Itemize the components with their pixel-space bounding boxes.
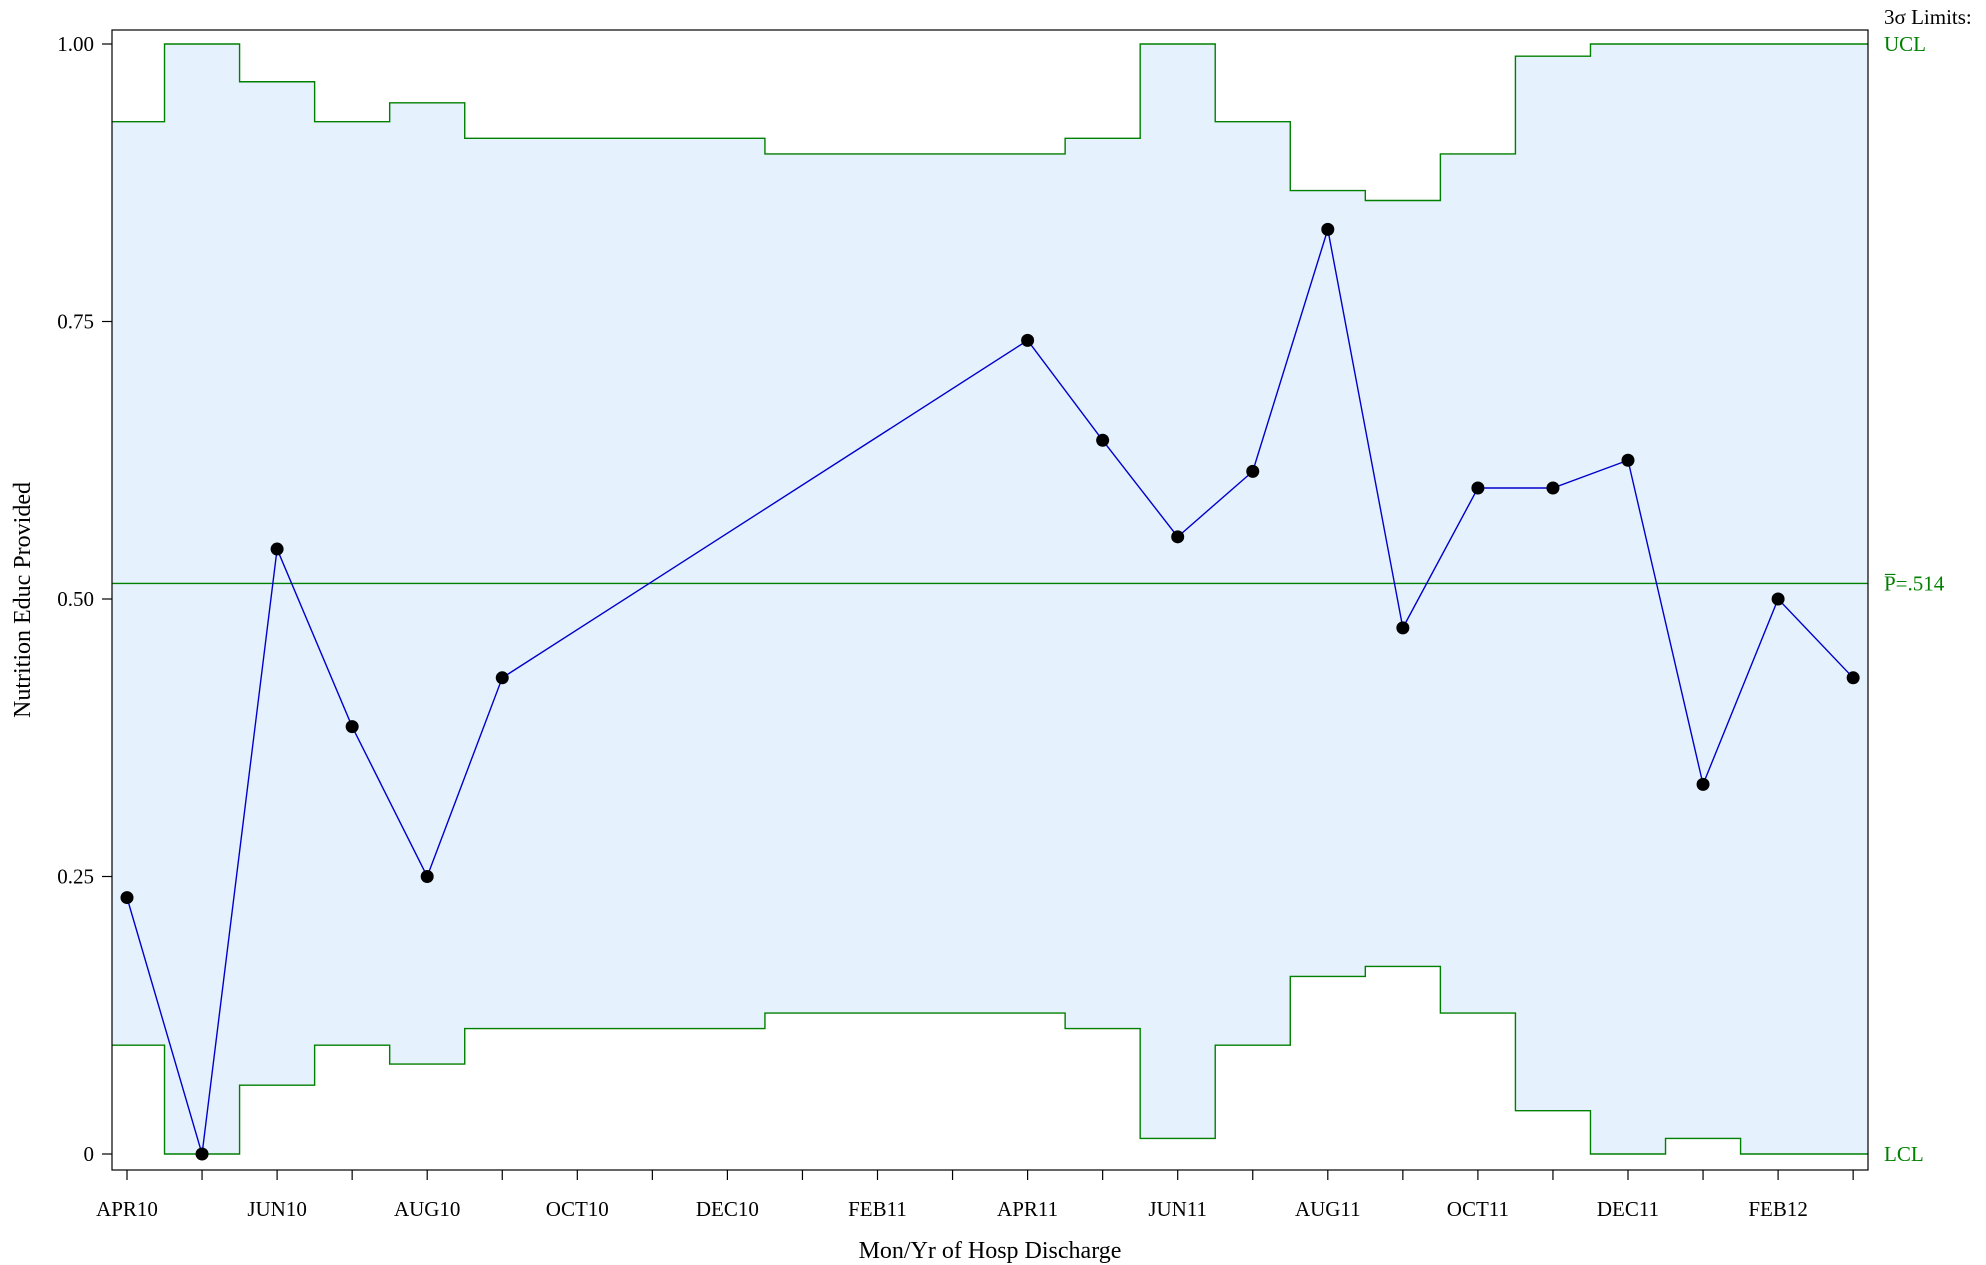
control-limit-band [112,43,1868,1155]
y-tick-label: 0.50 [57,587,94,611]
control-band-fill [112,44,1868,1154]
y-axis: 0 0.25 0.50 0.75 1.00 [57,32,112,1166]
y-tick-label: 0.25 [57,865,94,889]
data-point [345,720,359,734]
data-point [1321,222,1335,236]
data-point [1846,671,1860,685]
data-point [1396,621,1410,635]
ucl-label: UCL [1884,32,1926,56]
limits-header-label: 3σ Limits: [1884,5,1972,29]
x-tick-label: JUN10 [247,1197,307,1221]
data-series [120,222,1860,1161]
data-point [1696,777,1710,791]
lcl-step-line [112,965,1868,1155]
data-point [195,1147,209,1161]
data-point [1096,433,1110,447]
data-point [270,542,284,556]
x-tick-label: AUG10 [394,1197,461,1221]
limit-labels: 3σ Limits: UCL LCL P̅=.514 [1884,5,1972,1166]
plot-frame [111,29,1869,1171]
x-tick-label: FEB12 [1748,1197,1808,1221]
x-axis-title: Mon/Yr of Hosp Discharge [859,1238,1122,1264]
y-tick-label: 1.00 [57,32,94,56]
y-tick-label: 0.75 [57,310,94,334]
data-point [1021,333,1035,347]
data-point [1171,530,1185,544]
x-tick-label: FEB11 [848,1197,907,1221]
x-axis: APR10 JUN10 AUG10 OCT10 DEC10 FEB11 APR11 JUN11… [96,1170,1854,1221]
data-point [495,671,509,685]
x-tick-label: DEC10 [696,1197,759,1221]
data-point [1621,453,1635,467]
x-tick-label: OCT10 [546,1197,609,1221]
x-tick-label: AUG11 [1295,1197,1361,1221]
x-tick-label: DEC11 [1597,1197,1659,1221]
y-tick-label: 0 [84,1142,95,1166]
data-point [1246,464,1260,478]
data-point [1471,481,1485,495]
ucl-step-line [112,43,1868,202]
data-point [1546,481,1560,495]
center-line-label: P̅=.514 [1884,571,1945,595]
x-tick-label: OCT11 [1447,1197,1509,1221]
x-tick-label: APR11 [997,1197,1058,1221]
series-line [126,229,1854,1155]
data-point [420,870,434,883]
y-axis-title: Nutrition Educ Provided [10,482,36,718]
lcl-label: LCL [1884,1142,1924,1166]
x-tick-label: JUN11 [1148,1197,1207,1221]
x-tick-label: APR10 [96,1197,158,1221]
data-point [120,891,134,905]
data-point [1771,592,1785,606]
